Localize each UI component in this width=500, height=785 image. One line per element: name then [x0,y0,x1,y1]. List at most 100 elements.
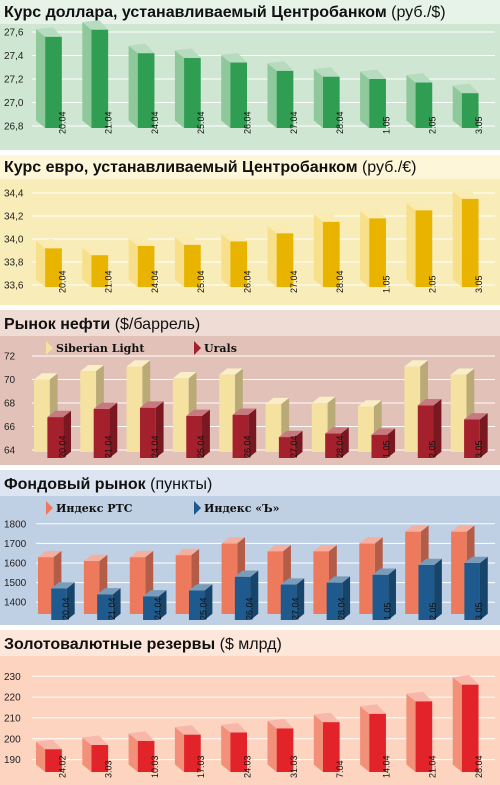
bar [313,712,340,772]
x-tick-label: 31.03 [289,755,299,778]
bars [36,20,479,129]
x-tick-label: 21.04 [428,755,438,778]
x-tick-label: 21.04 [104,111,114,134]
bar [406,73,433,128]
reserves-panel: Золотовалютные резервы ($ млрд) 190 200 210… [0,630,500,785]
x-tick-label: 10.03 [150,755,160,778]
x-tick-label: 3.03 [104,760,114,778]
bars [36,189,479,287]
y-tick-label: 72 [4,352,16,363]
bar [452,83,479,128]
x-tick-label: 25.04 [196,111,206,134]
legend-item: Индекс «Ъ» [194,501,280,515]
y-tick-label: 70 [4,375,16,386]
y-tick-label: 34,0 [4,235,24,246]
bar-Urals [417,399,442,458]
bar [36,238,62,287]
bar-Urals [139,401,164,458]
bar-Индекс «Ъ» [234,570,259,620]
x-tick-label: 28.04 [474,755,484,778]
x-tick-label: 2.05 [428,440,438,458]
bar [360,704,386,772]
x-tick-label: 27.04 [289,111,299,134]
bar-Urals [232,408,257,458]
y-tick-label: 68 [4,399,16,410]
y-tick-label: 66 [4,422,16,433]
x-tick-label: 24.02 [57,755,67,778]
bar [221,722,248,772]
x-tick-label: 21.04 [104,435,114,458]
legend-label: Индекс РТС [56,502,133,515]
bar [36,739,62,772]
eur-chart: Курс евро, устанавливаемый Центробанком … [0,155,500,305]
x-tick-label: 24.04 [150,270,160,293]
bar [174,725,201,772]
bar [174,48,201,129]
bar-Urals [93,402,118,458]
bar [267,718,294,772]
usd-rate-panel: Курс доллара, устанавливаемый Центробанк… [0,0,500,150]
bar-Индекс «Ъ» [143,590,167,620]
legend-label: Индекс «Ъ» [204,502,280,515]
chart-title: Рынок нефти ($/баррель) [4,316,200,333]
x-tick-label: 21.04 [104,270,114,293]
chart-title: Курс евро, устанавливаемый Центробанком … [4,159,416,176]
bar-Индекс «Ъ» [280,578,305,620]
bar [313,67,340,128]
bar [82,735,109,772]
x-tick-label: 26.04 [243,270,253,293]
x-tick-label: 20.04 [61,597,71,620]
bar [82,245,109,287]
x-tick-label: 28.04 [335,270,345,293]
x-tick-label: 2.05 [428,602,438,620]
bar-Urals [325,427,349,458]
y-tick-label: 190 [4,755,21,766]
bar-Urals [278,430,303,458]
y-tick-label: 1500 [4,578,27,589]
bars [38,525,488,620]
bar-Индекс «Ъ» [418,558,442,620]
bar [360,69,386,128]
x-tick-label: 24.03 [243,755,253,778]
eur-rate-panel: Курс евро, устанавливаемый Центробанком … [0,155,500,305]
oil-chart: Рынок нефти ($/баррель) 64 66 68 70 72 20.04 21… [0,310,500,465]
x-tick-label: 1.05 [381,275,391,293]
y-tick-label: 34,4 [4,189,24,200]
x-tick-label: 21.04 [107,597,117,620]
y-tick-label: 33,6 [4,281,24,292]
y-tick-label: 1700 [4,539,27,550]
x-tick-label: 25.04 [199,597,209,620]
bar-Индекс «Ъ» [464,556,488,620]
bar [128,43,155,128]
legend-item: Siberian Light [46,341,145,355]
x-tick-label: 26.04 [243,111,253,134]
y-tick-label: 27,4 [4,51,24,62]
legend-label: Urals [204,342,237,355]
bar-Индекс «Ъ» [326,576,351,620]
x-tick-label: 14.04 [381,755,391,778]
x-tick-label: 20.04 [57,435,67,458]
bar-Urals [47,410,71,458]
x-tick-label: 1.05 [381,116,391,134]
x-tick-label: 28.04 [336,597,346,620]
bar [174,235,201,287]
x-tick-label: 20.04 [57,111,67,134]
x-tick-label: 24.04 [153,597,163,620]
bar-Индекс «Ъ» [372,568,396,620]
bar [267,61,294,128]
stock-chart: Фондовый рынок (пункты) 1400 1500 1600 1700 1… [0,470,500,625]
bar [82,20,109,129]
y-tick-label: 26,8 [4,122,24,133]
legend-item: Индекс РТС [46,501,133,515]
bar-Индекс «Ъ» [97,588,121,620]
y-tick-label: 34,2 [4,212,24,223]
bar-Urals [464,413,488,458]
reserves-chart: Золотовалютные резервы ($ млрд) 190 200 210… [0,630,500,785]
y-tick-label: 27,2 [4,75,24,86]
x-tick-label: 1.05 [382,602,392,620]
bars [34,360,488,458]
y-tick-label: 1400 [4,598,27,609]
x-tick-label: 27.04 [291,597,301,620]
usd-chart: Курс доллара, устанавливаемый Центробанк… [0,0,500,150]
